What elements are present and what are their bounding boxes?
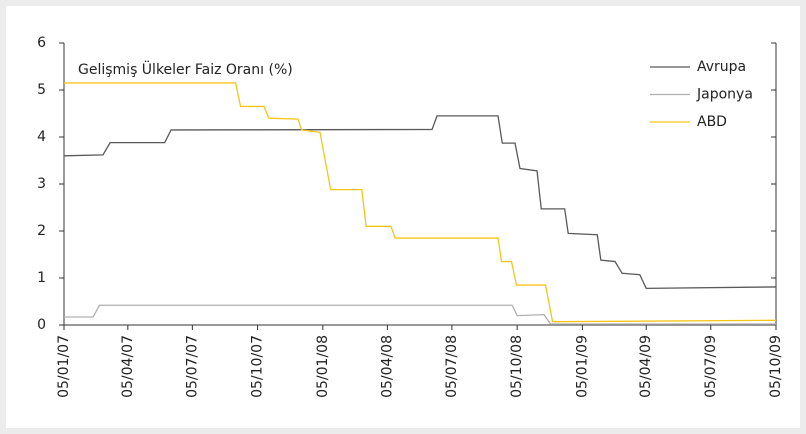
x-tick-label: 05/01/09 xyxy=(574,335,590,398)
chart-background xyxy=(6,6,800,428)
legend-label: ABD xyxy=(697,114,727,130)
x-tick-label: 05/01/07 xyxy=(56,335,72,398)
x-tick-label: 05/07/09 xyxy=(703,335,719,398)
x-tick-label: 05/04/09 xyxy=(638,335,654,398)
x-tick-label: 05/04/07 xyxy=(120,335,136,398)
y-tick-label: 1 xyxy=(37,270,46,286)
x-tick-label: 05/04/08 xyxy=(379,335,395,398)
y-tick-label: 6 xyxy=(37,35,46,51)
x-tick-label: 05/01/08 xyxy=(315,335,331,398)
y-tick-label: 2 xyxy=(37,223,46,239)
y-tick-label: 5 xyxy=(37,82,46,98)
series-line xyxy=(64,304,776,325)
legend-label: Japonya xyxy=(696,87,753,103)
series-line xyxy=(64,82,777,323)
y-tick-label: 0 xyxy=(37,317,46,333)
x-tick-label: 05/10/08 xyxy=(509,335,525,398)
x-tick-label: 05/10/07 xyxy=(250,335,266,398)
x-tick-label: 05/07/08 xyxy=(444,335,460,398)
y-tick-label: 4 xyxy=(37,129,46,145)
x-tick-label: 05/07/07 xyxy=(184,335,200,398)
chart-title: Gelişmiş Ülkeler Faiz Oranı (%) xyxy=(78,60,293,78)
x-tick-label: 05/10/09 xyxy=(768,335,784,398)
legend-label: Avrupa xyxy=(697,59,746,75)
series-line xyxy=(63,115,777,289)
y-tick-label: 3 xyxy=(37,176,46,192)
